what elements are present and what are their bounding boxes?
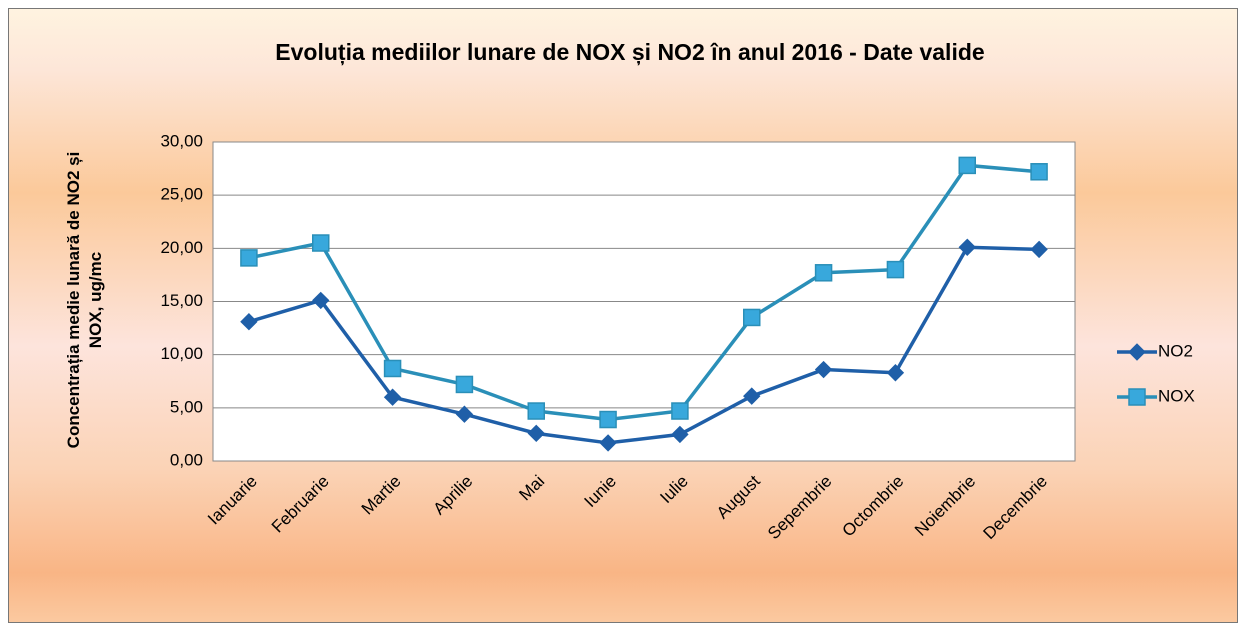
data-point xyxy=(743,308,761,327)
data-point xyxy=(958,238,976,256)
data-point xyxy=(312,291,330,310)
x-tick-label: Iunie xyxy=(581,472,621,512)
x-tick-label: Ianuarie xyxy=(204,472,261,529)
series-line xyxy=(248,245,1040,445)
legend-label: NOX xyxy=(1158,386,1195,405)
x-tick-label: Iulie xyxy=(656,472,691,507)
data-point xyxy=(958,156,976,175)
x-tick-label: August xyxy=(713,471,764,522)
data-point xyxy=(886,364,905,382)
x-tick-label: Octombrie xyxy=(839,472,908,541)
y-tick-label: 15,00 xyxy=(160,291,203,310)
x-tick-label: Sepembrie xyxy=(764,472,836,544)
chart-title: Evoluția mediilor lunare de NOX și NO2 î… xyxy=(275,39,985,65)
data-point xyxy=(383,359,402,378)
data-point xyxy=(1030,163,1048,181)
series-line xyxy=(248,163,1040,422)
data-point xyxy=(455,375,474,394)
y-tick-label: 0,00 xyxy=(170,450,203,469)
data-point xyxy=(599,410,617,429)
y-tick-label: 10,00 xyxy=(160,344,203,363)
data-point xyxy=(671,402,689,420)
data-point xyxy=(527,424,545,443)
legend-label: NO2 xyxy=(1158,341,1193,360)
data-point xyxy=(455,405,474,423)
data-point xyxy=(240,312,258,331)
x-tick-label: Decembrie xyxy=(980,472,1052,544)
x-tick-label: Martie xyxy=(358,472,405,519)
data-point xyxy=(743,387,761,405)
x-tick-label: Mai xyxy=(515,472,548,505)
x-tick-label: Aprilie xyxy=(430,472,477,519)
x-tick-label: Februarie xyxy=(268,472,333,537)
legend-marker xyxy=(1128,388,1146,406)
y-tick-label: 25,00 xyxy=(160,185,203,204)
data-point xyxy=(1030,240,1048,259)
y-tick-label: 30,00 xyxy=(160,131,203,150)
y-tick-label: 5,00 xyxy=(170,397,203,416)
x-tick-label: Noiembrie xyxy=(911,472,979,540)
data-point xyxy=(886,260,905,279)
data-point xyxy=(240,249,258,267)
data-point xyxy=(312,234,330,252)
data-point xyxy=(814,360,833,379)
data-point xyxy=(383,388,402,406)
data-point xyxy=(599,434,617,452)
y-tick-label: 20,00 xyxy=(160,238,203,257)
legend-marker xyxy=(1128,343,1146,361)
data-point xyxy=(527,402,545,420)
data-point xyxy=(671,425,689,444)
data-point xyxy=(814,264,833,282)
